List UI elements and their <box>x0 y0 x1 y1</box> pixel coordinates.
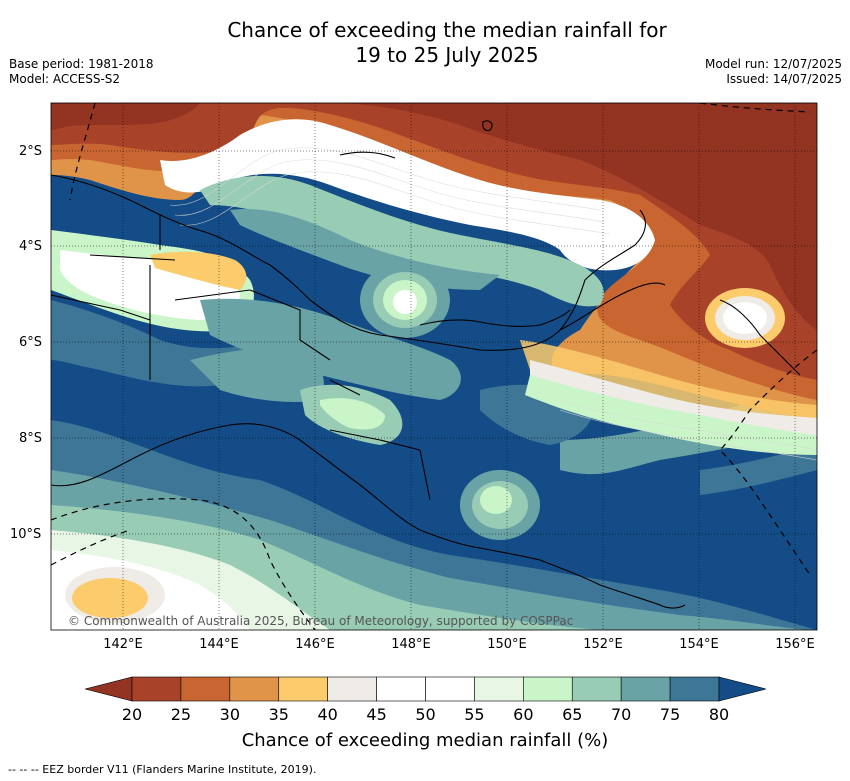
colorbar-tick-label: 40 <box>317 705 338 724</box>
lon-label-148e: 148°E <box>391 637 431 652</box>
colorbar-title: Chance of exceeding median rainfall (%) <box>241 730 609 751</box>
model-text: Model: ACCESS-S2 <box>9 72 121 86</box>
colorbar-cell <box>180 676 231 702</box>
colorbar-tick-label: 45 <box>366 705 387 724</box>
colorbar-tick-label: 20 <box>121 705 143 724</box>
map-frame <box>50 102 818 631</box>
copyright-text: © Commonwealth of Australia 2025, Bureau… <box>68 614 573 628</box>
lat-label-10s: 10°S <box>10 527 42 542</box>
colorbar-tick-label: 75 <box>659 705 681 724</box>
meta-right: Model run: 12/07/2025 Issued: 14/07/2025 <box>705 57 842 87</box>
lon-label-146e: 146°E <box>295 637 335 652</box>
eez-legend-note: -- -- -- EEZ border V11 (Flanders Marine… <box>8 763 317 776</box>
base-period-text: Base period: 1981-2018 <box>9 57 154 71</box>
colorbar-cell <box>278 676 328 702</box>
coastline <box>51 120 801 609</box>
issued-text: Issued: 14/07/2025 <box>726 72 842 86</box>
lon-label-154e: 154°E <box>679 637 719 652</box>
colorbar-cell <box>229 676 280 702</box>
colorbar-cell <box>425 676 475 702</box>
colorbar-tick-label: 65 <box>562 705 583 724</box>
colorbar-tick-label: 80 <box>708 705 730 724</box>
colorbar-cell <box>571 676 622 702</box>
colorbar-cells <box>131 676 720 702</box>
colorbar-tick-label: 50 <box>415 705 436 724</box>
lon-label-142e: 142°E <box>103 637 143 652</box>
lon-label-152e: 152°E <box>583 637 623 652</box>
colorbar-cell <box>327 676 377 702</box>
map-title: Chance of exceeding the median rainfall … <box>0 18 850 68</box>
colorbar-tick-label: 25 <box>170 705 192 724</box>
colorbar-under-triangle <box>84 676 133 702</box>
colorbar-tick-label: 30 <box>219 705 241 724</box>
graticule <box>51 103 817 630</box>
model-run-text: Model run: 12/07/2025 <box>704 57 842 71</box>
colorbar-tick-label: 35 <box>268 705 289 724</box>
lat-label-6s: 6°S <box>19 335 43 350</box>
colorbar-cell <box>474 676 524 702</box>
eez-border <box>51 103 817 630</box>
colorbar-over-triangle <box>718 676 767 702</box>
lon-label-156e: 156°E <box>775 637 815 652</box>
colorbar-cell <box>669 676 720 702</box>
colorbar-cell <box>523 676 573 702</box>
map-field <box>51 103 817 630</box>
title-line-1: Chance of exceeding the median rainfall … <box>227 18 667 42</box>
colorbar-tick-label: 60 <box>513 705 534 724</box>
colorbar <box>84 676 767 702</box>
lon-label-150e: 150°E <box>487 637 527 652</box>
colorbar-cell <box>376 676 426 702</box>
colorbar-cell <box>620 676 671 702</box>
lon-label-144e: 144°E <box>199 637 239 652</box>
colorbar-tick-label: 55 <box>464 705 485 724</box>
colorbar-cell <box>131 676 182 702</box>
lat-label-2s: 2°S <box>19 144 43 159</box>
colorbar-tick-label: 70 <box>610 705 632 724</box>
lat-label-4s: 4°S <box>19 239 43 254</box>
meta-left: Base period: 1981-2018 Model: ACCESS-S2 <box>9 57 154 87</box>
lat-label-8s: 8°S <box>19 431 43 446</box>
title-line-2: 19 to 25 July 2025 <box>355 43 539 67</box>
